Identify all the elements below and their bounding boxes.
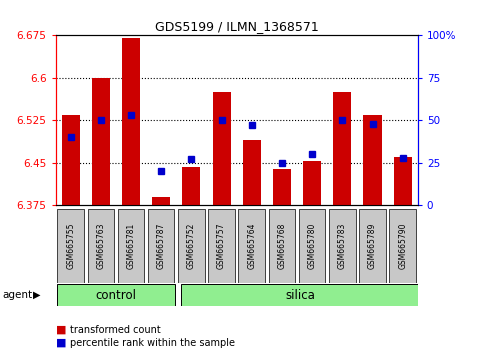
Text: GSM665755: GSM665755 bbox=[66, 223, 75, 269]
Bar bbox=[333, 92, 352, 205]
Bar bbox=[303, 161, 321, 205]
Text: GSM665790: GSM665790 bbox=[398, 223, 407, 269]
Text: GSM665781: GSM665781 bbox=[127, 223, 136, 269]
Text: GSM665783: GSM665783 bbox=[338, 223, 347, 269]
Bar bbox=[389, 209, 416, 283]
Text: GSM665757: GSM665757 bbox=[217, 223, 226, 269]
Text: GSM665768: GSM665768 bbox=[277, 223, 286, 269]
Text: percentile rank within the sample: percentile rank within the sample bbox=[70, 338, 235, 348]
Bar bbox=[152, 197, 170, 205]
Bar bbox=[329, 209, 355, 283]
Bar bbox=[273, 169, 291, 205]
Text: control: control bbox=[96, 289, 136, 302]
Text: GSM665764: GSM665764 bbox=[247, 223, 256, 269]
Bar bbox=[181, 284, 418, 306]
Bar bbox=[394, 157, 412, 205]
Bar bbox=[148, 209, 174, 283]
Title: GDS5199 / ILMN_1368571: GDS5199 / ILMN_1368571 bbox=[155, 20, 319, 33]
Bar bbox=[57, 209, 84, 283]
Bar bbox=[87, 209, 114, 283]
Bar bbox=[242, 140, 261, 205]
Bar bbox=[57, 284, 175, 306]
Text: GSM665763: GSM665763 bbox=[96, 223, 105, 269]
Bar bbox=[359, 209, 386, 283]
Bar bbox=[239, 209, 265, 283]
Text: ■: ■ bbox=[56, 338, 66, 348]
Text: GSM665789: GSM665789 bbox=[368, 223, 377, 269]
Bar bbox=[208, 209, 235, 283]
Text: transformed count: transformed count bbox=[70, 325, 161, 335]
Text: ■: ■ bbox=[56, 325, 66, 335]
Text: ▶: ▶ bbox=[33, 290, 41, 300]
Bar bbox=[183, 167, 200, 205]
Text: GSM665787: GSM665787 bbox=[156, 223, 166, 269]
Text: GSM665780: GSM665780 bbox=[308, 223, 317, 269]
Bar bbox=[62, 115, 80, 205]
Bar bbox=[213, 92, 231, 205]
Bar bbox=[92, 78, 110, 205]
Bar bbox=[364, 115, 382, 205]
Bar bbox=[299, 209, 326, 283]
Text: silica: silica bbox=[285, 289, 315, 302]
Text: GSM665752: GSM665752 bbox=[187, 223, 196, 269]
Bar bbox=[118, 209, 144, 283]
Bar bbox=[178, 209, 205, 283]
Text: agent: agent bbox=[2, 290, 32, 300]
Bar bbox=[269, 209, 295, 283]
Bar bbox=[122, 38, 140, 205]
